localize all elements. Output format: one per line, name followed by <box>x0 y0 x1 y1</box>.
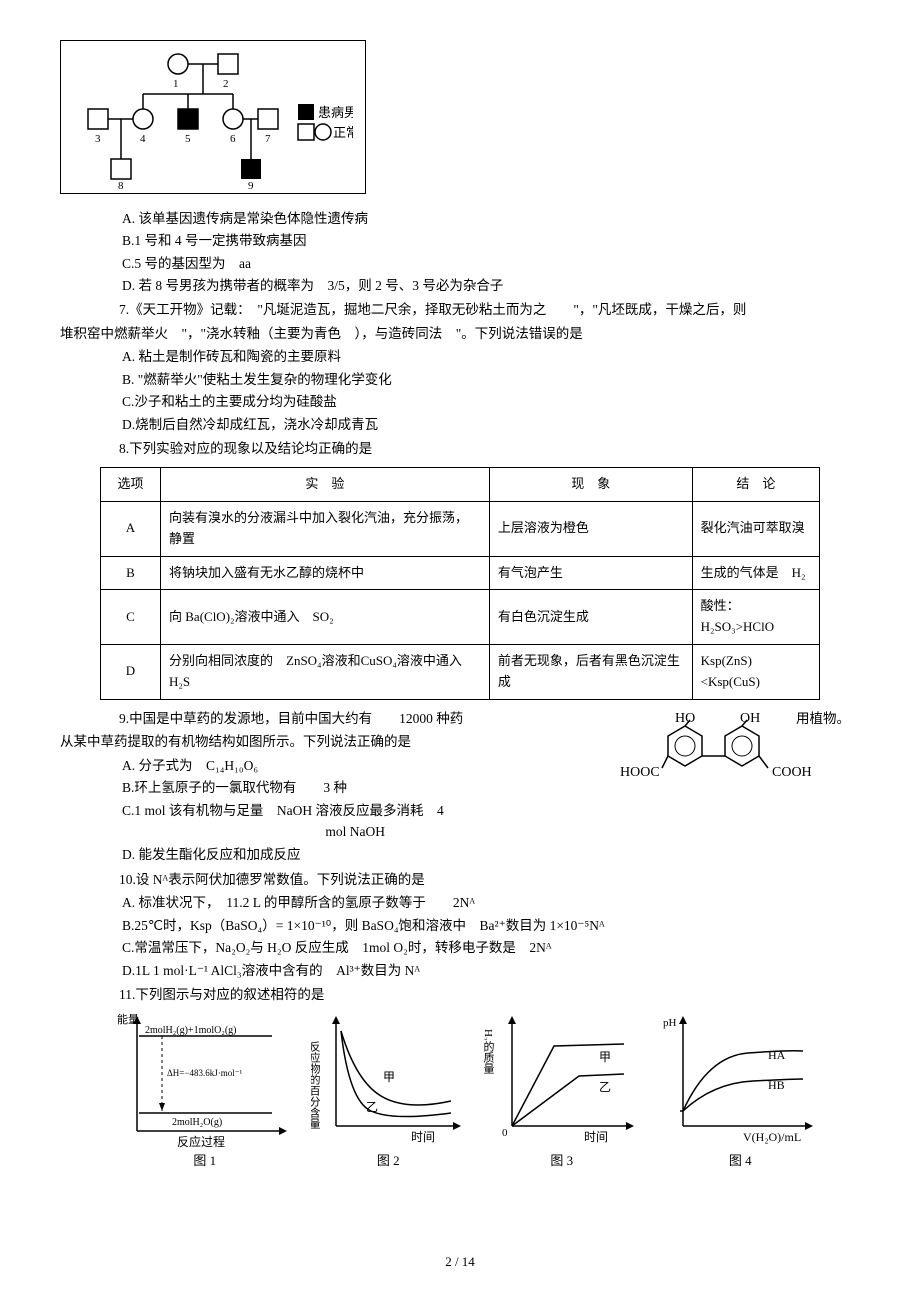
table-row: C 向 Ba(ClO)₂溶液中通入 SO₂ 有白色沉淀生成 酸性：H₂SO₃>H… <box>101 590 820 645</box>
q9-opt-d: D. 能发生酯化反应和加成反应 <box>122 844 860 866</box>
th-phenomenon: 现 象 <box>489 468 692 502</box>
graph-1: 能量 2molH₂(g)+1molO₂(g) ΔH=−483.6kJ·mol⁻¹… <box>117 1011 292 1172</box>
q7-stem: 7.《天工开物》记载： "凡埏泥造瓦，掘地二尺余，择取无砂粘土而为之 "，"凡坯… <box>92 299 860 321</box>
q11-stem: 11.下列图示与对应的叙述相符的是 <box>92 984 860 1006</box>
svg-text:HB: HB <box>768 1078 785 1092</box>
svg-text:HA: HA <box>768 1048 786 1062</box>
ped-label-2: 2 <box>223 78 229 90</box>
q10-stem: 10.设 Nᴬ表示阿伏加德罗常数值。下列说法正确的是 <box>92 869 860 891</box>
experiment-table: 选项 实 验 现 象 结 论 A 向装有溴水的分液漏斗中加入裂化汽油，充分振荡，… <box>100 467 820 699</box>
q7-opt-a: A. 粘土是制作砖瓦和陶瓷的主要原料 <box>122 346 860 368</box>
q6-options: A. 该单基因遗传病是常染色体隐性遗传病 B.1 号和 4 号一定携带致病基因 … <box>122 208 860 297</box>
q10-opt-b: B.25℃时，Ksp（BaSO₄）= 1×10⁻¹⁰，则 BaSO₄饱和溶液中 … <box>122 915 860 937</box>
table-row: B 将钠块加入盛有无水乙醇的烧杯中 有气泡产生 生成的气体是 H₂ <box>101 556 820 590</box>
svg-text:V(H₂O)/mL: V(H₂O)/mL <box>743 1130 801 1144</box>
q10-opt-d: D.1L 1 mol·L⁻¹ AlCl₃溶液中含有的 Al³⁺数目为 Nᴬ <box>122 960 860 982</box>
ped-label-3: 3 <box>95 133 101 145</box>
graphs-row: 能量 2molH₂(g)+1molO₂(g) ΔH=−483.6kJ·mol⁻¹… <box>110 1011 830 1172</box>
q10-opt-c: C.常温常压下，Na₂O₂与 H₂O 反应生成 1mol O₂时，转移电子数是 … <box>122 937 860 959</box>
svg-text:HOOC: HOOC <box>620 765 660 780</box>
q7-options: A. 粘土是制作砖瓦和陶瓷的主要原料 B. "燃薪举火"使粘土发生复杂的物理化学… <box>122 346 860 435</box>
svg-text:COOH: COOH <box>772 765 812 780</box>
svg-text:2molH₂(g)+1molO₂(g): 2molH₂(g)+1molO₂(g) <box>145 1025 237 1036</box>
graph-1-caption: 图 1 <box>117 1151 292 1172</box>
ped-label-4: 4 <box>140 133 146 145</box>
svg-text:H₂的质量: H₂的质量 <box>484 1029 495 1074</box>
svg-text:0: 0 <box>502 1127 508 1139</box>
th-conclusion: 结 论 <box>692 468 819 502</box>
q8-stem: 8.下列实验对应的现象以及结论均正确的是 <box>92 438 860 460</box>
graph-4: pH HA HB V(H₂O)/mL 图 4 <box>658 1011 823 1172</box>
legend-unaffected: 正常男女 <box>333 125 353 140</box>
svg-text:时间: 时间 <box>411 1130 435 1144</box>
q6-opt-d: D. 若 8 号男孩为携带者的概率为 3/5，则 2 号、3 号必为杂合子 <box>122 275 860 297</box>
q6-opt-a: A. 该单基因遗传病是常染色体隐性遗传病 <box>122 208 860 230</box>
svg-text:能量: 能量 <box>117 1012 139 1026</box>
q10-options: A. 标准状况下， 11.2 L 的甲醇所含的氢原子数等于 2Nᴬ B.25℃时… <box>122 892 860 981</box>
svg-text:乙: 乙 <box>366 1100 378 1114</box>
page-footer: 2 / 14 <box>60 1252 860 1273</box>
graph-2-caption: 图 2 <box>311 1151 466 1172</box>
q6-opt-b: B.1 号和 4 号一定携带致病基因 <box>122 230 860 252</box>
ped-label-9: 9 <box>248 180 254 189</box>
table-row: D 分别向相同浓度的 ZnSO₄溶液和CuSO₄溶液中通入 H₂S 前者无现象，… <box>101 644 820 699</box>
ped-label-6: 6 <box>230 133 236 145</box>
q10-opt-a: A. 标准状况下， 11.2 L 的甲醇所含的氢原子数等于 2Nᴬ <box>122 892 860 914</box>
legend-affected-male: 患病男性 <box>318 105 353 120</box>
svg-text:pH: pH <box>663 1017 677 1029</box>
q9-opt-c: C.1 mol 该有机物与足量 NaOH 溶液反应最多消耗 4 mol NaOH <box>122 800 860 843</box>
svg-text:乙: 乙 <box>599 1080 611 1094</box>
q6-opt-c: C.5 号的基因型为 aa <box>122 253 860 275</box>
svg-text:2molH₂O(g): 2molH₂O(g) <box>172 1117 222 1128</box>
ped-label-5: 5 <box>185 133 191 145</box>
ped-label-1: 1 <box>173 78 179 90</box>
svg-text:时间: 时间 <box>584 1130 608 1144</box>
pedigree-svg: 1 2 3 4 5 6 7 患病男性 正常男女 8 9 <box>73 49 353 189</box>
svg-text:反应物的百分含量: 反应物的百分含量 <box>311 1041 321 1129</box>
graph-3-caption: 图 3 <box>484 1151 639 1172</box>
th-option: 选项 <box>101 468 161 502</box>
svg-text:反应过程: 反应过程 <box>177 1134 225 1149</box>
svg-text:甲: 甲 <box>383 1070 395 1084</box>
graph-3: H₂的质量 0 甲 乙 时间 图 3 <box>484 1011 639 1172</box>
q7-opt-d: D.烧制后自然冷却成红瓦，浇水冷却成青瓦 <box>122 414 860 436</box>
th-experiment: 实 验 <box>161 468 490 502</box>
graph-2: 反应物的百分含量 甲 乙 时间 图 2 <box>311 1011 466 1172</box>
q7-opt-b: B. "燃薪举火"使粘土发生复杂的物理化学变化 <box>122 369 860 391</box>
pedigree-figure: 1 2 3 4 5 6 7 患病男性 正常男女 8 9 <box>60 40 366 194</box>
table-row: A 向装有溴水的分液漏斗中加入裂化汽油，充分振荡，静置 上层溶液为橙色 裂化汽油… <box>101 501 820 556</box>
graph-4-caption: 图 4 <box>658 1151 823 1172</box>
q7-opt-c: C.沙子和粘土的主要成分均为硅酸盐 <box>122 391 860 413</box>
ped-label-8: 8 <box>118 180 124 189</box>
svg-text:HO: HO <box>675 711 695 726</box>
q7-stem-2: 堆积窑中燃薪举火 "，"浇水转釉（主要为青色 ），与造砖同法 "。下列说法错误的… <box>60 323 860 345</box>
svg-text:甲: 甲 <box>599 1050 611 1064</box>
ped-label-7: 7 <box>265 133 271 145</box>
svg-text:ΔH=−483.6kJ·mol⁻¹: ΔH=−483.6kJ·mol⁻¹ <box>167 1068 242 1078</box>
